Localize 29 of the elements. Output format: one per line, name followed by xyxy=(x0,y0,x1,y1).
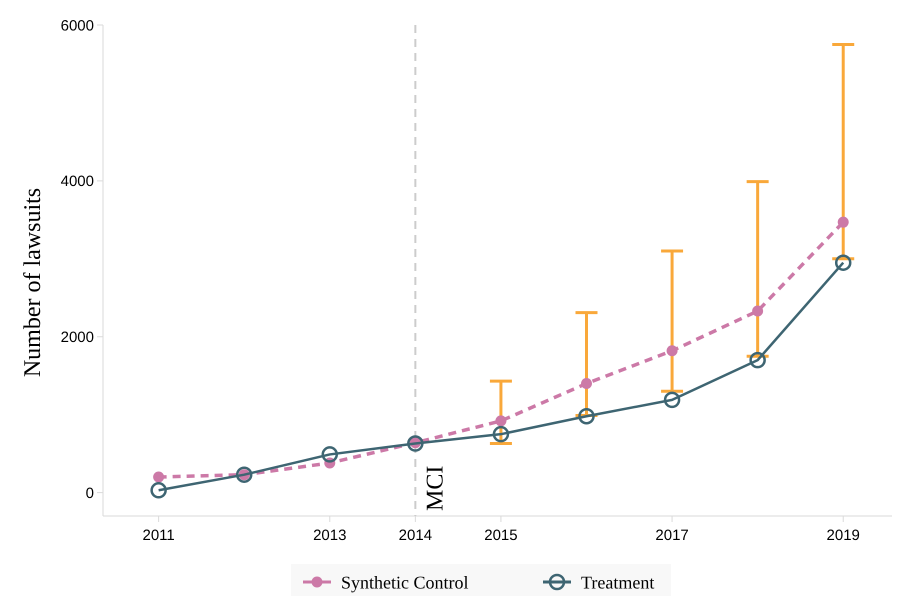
legend-label: Synthetic Control xyxy=(341,572,468,592)
x-tick-label: 2011 xyxy=(142,527,175,544)
x-tick-label: 2015 xyxy=(484,527,518,544)
y-axis-title: Number of lawsuits xyxy=(20,188,46,378)
point xyxy=(150,482,167,499)
ref-line-label: MCI xyxy=(422,466,448,511)
x-tick-label: 2014 xyxy=(398,527,432,544)
point xyxy=(407,435,424,452)
x-tick-label: 2019 xyxy=(826,527,860,544)
x-tick-label: 2017 xyxy=(655,527,689,544)
y-tick-label: 2000 xyxy=(60,328,94,346)
point xyxy=(834,254,852,271)
x-tick-label: 2013 xyxy=(313,527,346,544)
point xyxy=(666,345,678,356)
point xyxy=(578,408,595,424)
point xyxy=(581,378,592,390)
point xyxy=(236,466,252,483)
point xyxy=(495,415,506,426)
point xyxy=(752,306,764,317)
y-tick-label: 4000 xyxy=(60,173,94,190)
legend-label: Treatment xyxy=(581,572,654,592)
point xyxy=(153,472,164,483)
point xyxy=(664,392,680,408)
y-tick-label: 0 xyxy=(86,484,94,502)
y-tick-label: 6000 xyxy=(60,17,94,34)
point xyxy=(749,352,766,368)
point xyxy=(838,216,849,228)
point xyxy=(322,446,338,463)
point xyxy=(492,426,510,442)
